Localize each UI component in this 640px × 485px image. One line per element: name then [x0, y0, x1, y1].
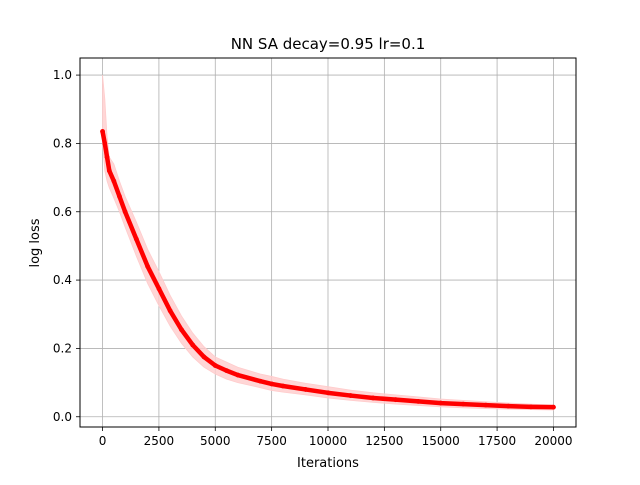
- data-point: [145, 264, 151, 269]
- x-tick-label: 15000: [422, 434, 460, 448]
- data-point: [460, 401, 466, 407]
- data-point: [117, 193, 122, 199]
- x-tick-label: 20000: [534, 434, 572, 448]
- series-line-layer: [100, 129, 556, 410]
- x-tick-label: 17500: [478, 434, 516, 448]
- data-point: [483, 402, 489, 408]
- data-point: [438, 400, 444, 406]
- y-tick-label: 0.0: [53, 410, 72, 424]
- data-point: [325, 390, 331, 396]
- y-tick-label: 0.2: [53, 341, 72, 355]
- data-point: [551, 404, 556, 410]
- data-point: [280, 383, 286, 389]
- data-point: [106, 168, 112, 174]
- y-axis-ticks: 0.0 0.2 0.4 0.6 0.8 1.0: [53, 68, 80, 424]
- data-point: [303, 387, 308, 392]
- x-axis-ticks: 0 2500 5000 7500 10000 12500 15000 17500 20000: [99, 427, 573, 448]
- grid-lines: [80, 58, 576, 427]
- x-tick-label: 12500: [365, 434, 403, 448]
- x-tick-label: 10000: [309, 434, 347, 448]
- data-point: [104, 154, 110, 160]
- data-point: [235, 372, 241, 378]
- data-point: [167, 308, 173, 314]
- x-tick-label: 0: [99, 434, 107, 448]
- x-axis-label: Iterations: [297, 456, 359, 471]
- data-point: [102, 141, 108, 146]
- confidence-band: [102, 75, 554, 411]
- data-point: [269, 381, 275, 387]
- x-tick-label: 7500: [256, 434, 287, 448]
- data-point: [100, 129, 105, 134]
- x-tick-label: 2500: [144, 434, 175, 448]
- data-point: [528, 404, 534, 410]
- data-point: [212, 363, 218, 368]
- data-point: [370, 395, 376, 401]
- data-point: [224, 368, 229, 374]
- y-tick-label: 1.0: [53, 68, 72, 82]
- data-point: [133, 236, 139, 242]
- data-point: [393, 397, 399, 403]
- y-tick-label: 0.8: [53, 136, 72, 150]
- data-point: [348, 393, 353, 398]
- data-point: [179, 327, 184, 333]
- data-point: [505, 403, 511, 409]
- confidence-band-layer: [102, 75, 554, 411]
- data-point: [122, 209, 128, 215]
- x-tick-label: 5000: [200, 434, 231, 448]
- data-point: [156, 286, 162, 292]
- y-axis-label: log loss: [28, 218, 43, 267]
- data-point: [111, 178, 117, 184]
- y-tick-label: 0.4: [53, 273, 72, 287]
- data-point: [201, 354, 207, 360]
- data-point: [257, 378, 263, 384]
- y-tick-label: 0.6: [53, 205, 72, 219]
- data-point: [415, 398, 421, 404]
- chart-title: NN SA decay=0.95 lr=0.1: [231, 35, 426, 53]
- series-line: [100, 129, 556, 410]
- data-point: [190, 342, 196, 348]
